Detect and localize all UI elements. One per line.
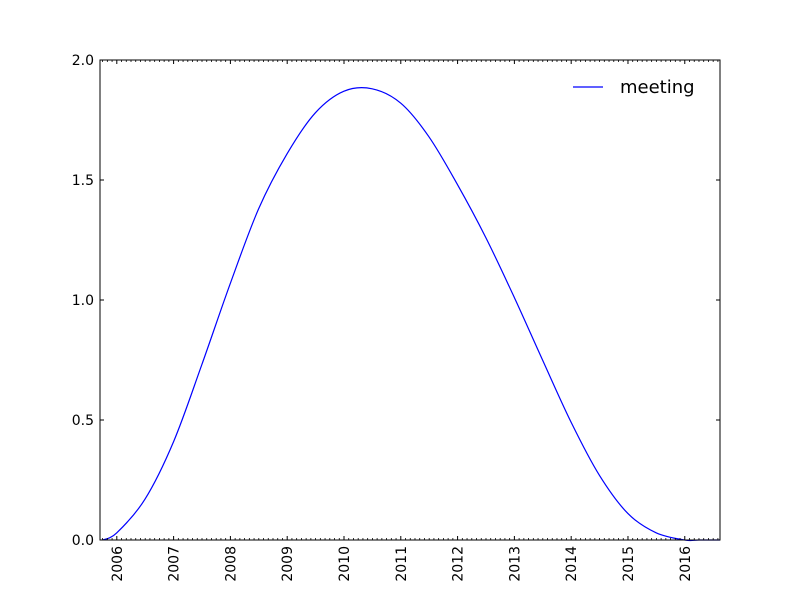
x-tick-label: 2006 [110, 546, 126, 582]
legend-label: meeting [620, 77, 695, 98]
x-tick-label: 2008 [223, 546, 239, 582]
x-tick-label: 2012 [451, 546, 467, 582]
y-tick-label: 2.0 [72, 53, 94, 69]
x-tick-label: 2010 [337, 546, 353, 582]
y-tick-label: 0.0 [72, 533, 94, 549]
series-line-meeting [102, 87, 720, 542]
x-tick-label: 2016 [678, 546, 694, 582]
x-tick-label: 2011 [394, 546, 410, 582]
y-tick-label: 0.5 [72, 413, 94, 429]
y-tick-label: 1.0 [72, 293, 94, 309]
y-tick-label: 1.5 [72, 173, 94, 189]
x-tick-label: 2007 [167, 546, 183, 582]
x-tick-label: 2009 [280, 546, 296, 582]
x-tick-label: 2015 [621, 546, 637, 582]
x-tick-label: 2013 [507, 546, 523, 582]
plot-area [100, 60, 720, 540]
x-tick-label: 2014 [564, 546, 580, 582]
